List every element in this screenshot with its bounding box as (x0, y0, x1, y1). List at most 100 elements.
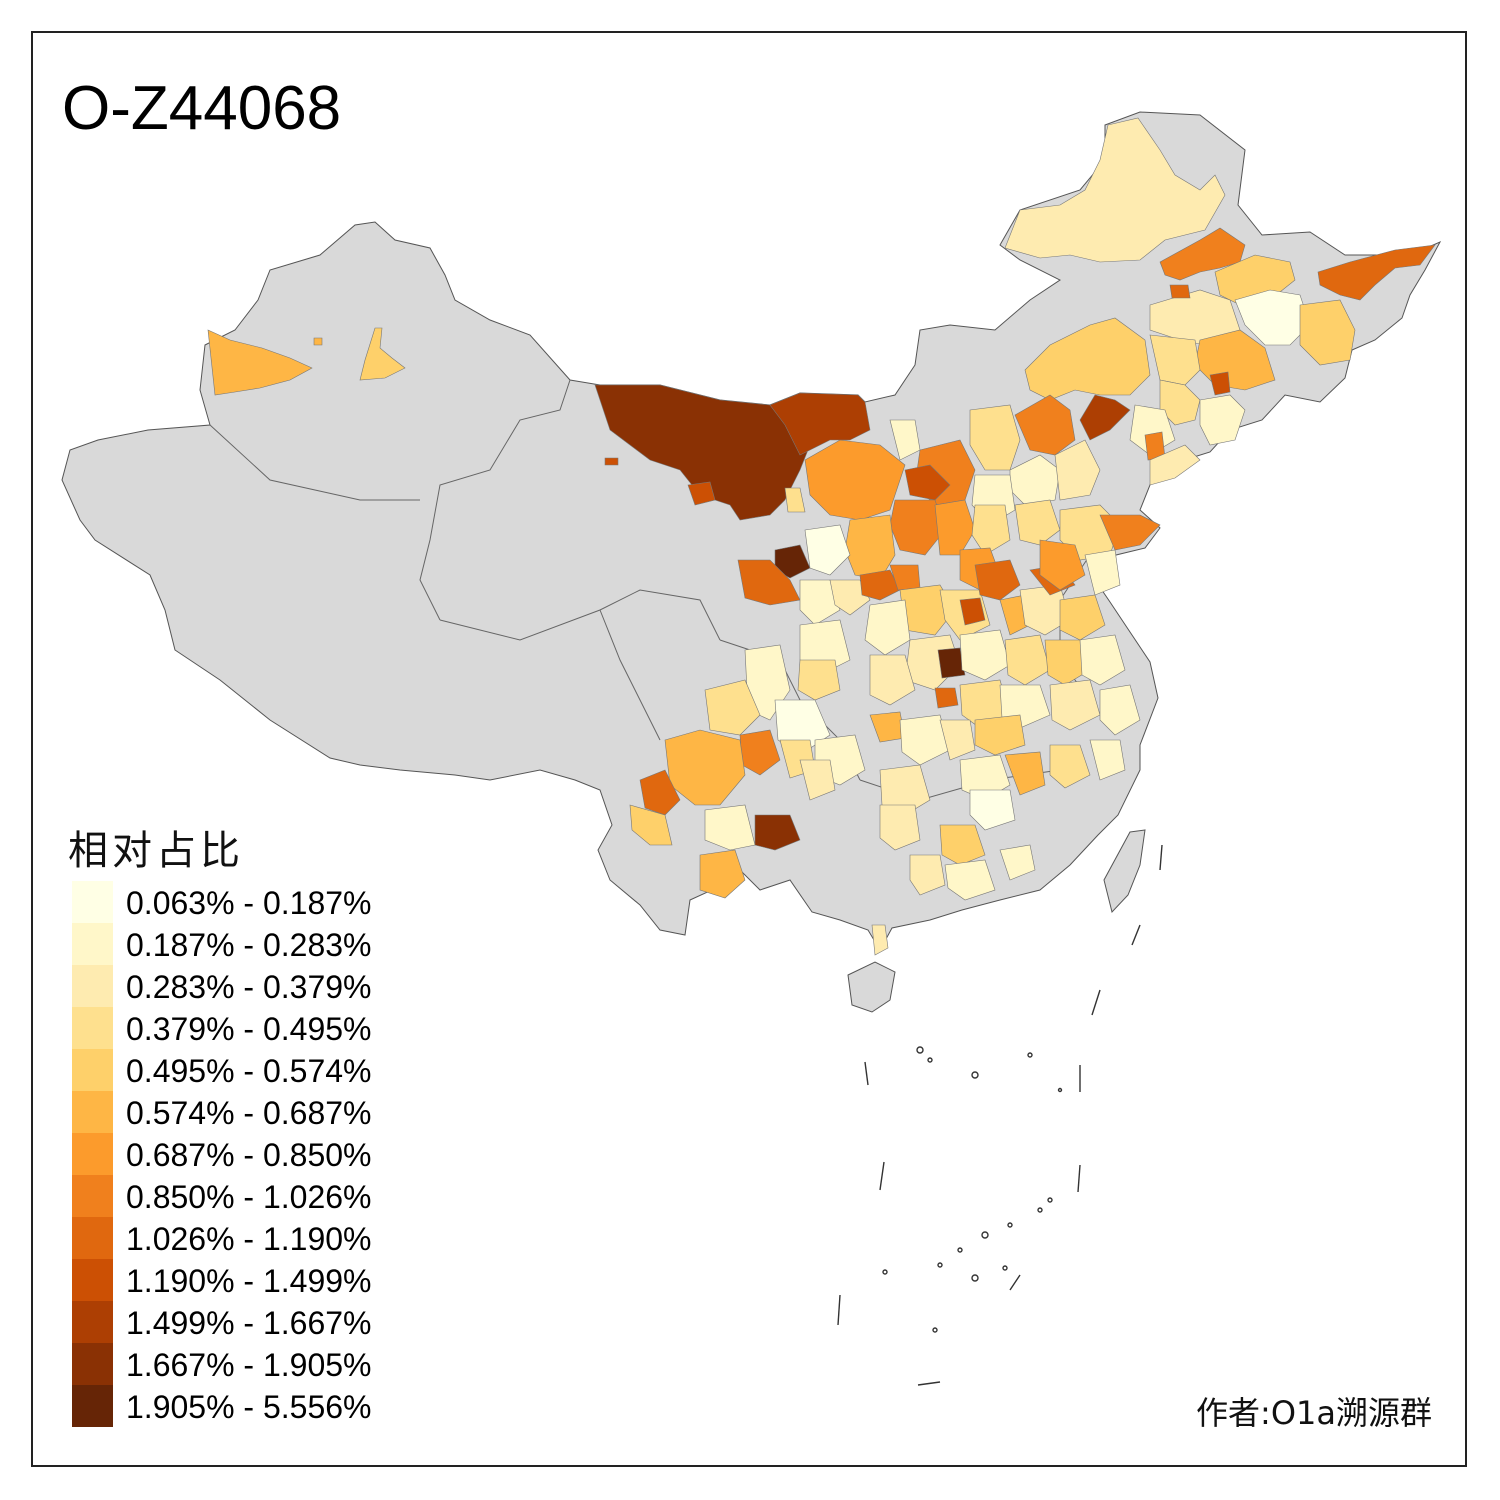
region (804, 524, 851, 576)
region (207, 329, 313, 396)
region (799, 759, 836, 801)
region (959, 629, 1011, 681)
region (971, 504, 1011, 556)
region (869, 654, 916, 706)
legend-label: 0.283% - 0.379% (126, 969, 372, 1005)
region (1084, 549, 1121, 596)
legend-swatch (72, 1217, 113, 1259)
region (999, 844, 1036, 881)
legend-label: 0.379% - 0.495% (126, 1011, 372, 1047)
region (1169, 284, 1191, 299)
region-taiwan (1103, 829, 1146, 914)
data-regions (207, 117, 1436, 956)
region (799, 579, 841, 626)
region (1004, 751, 1046, 796)
region (1049, 679, 1101, 731)
region (1079, 394, 1131, 441)
region (1099, 514, 1161, 551)
region (784, 487, 806, 513)
region (909, 854, 946, 896)
region (1149, 444, 1201, 486)
legend-swatch (72, 1343, 113, 1385)
region (1004, 634, 1051, 686)
region (974, 714, 1026, 756)
region (754, 814, 801, 851)
region (829, 579, 871, 616)
region (859, 569, 901, 601)
legend-swatch (72, 1301, 113, 1343)
legend-label: 1.499% - 1.667% (126, 1305, 372, 1341)
region (1014, 394, 1076, 456)
legend-label: 0.495% - 0.574% (126, 1053, 372, 1089)
region (969, 789, 1016, 831)
region (871, 924, 889, 956)
region (934, 499, 976, 556)
region (704, 679, 761, 736)
legend-label: 1.190% - 1.499% (126, 1263, 372, 1299)
legend-swatch (72, 1133, 113, 1175)
region (904, 464, 951, 501)
region (639, 769, 681, 816)
region (604, 457, 619, 466)
legend-swatch (72, 881, 113, 923)
legend-swatch (72, 1007, 113, 1049)
region (1004, 117, 1226, 263)
region (939, 719, 976, 761)
legend-swatch (72, 965, 113, 1007)
legend-label: 0.687% - 0.850% (126, 1137, 372, 1173)
region-hainan (847, 961, 896, 1013)
region (937, 647, 966, 679)
region (899, 714, 951, 766)
region (1159, 227, 1246, 281)
region (1059, 594, 1106, 641)
author-credit: 作者:O1a溯源群 (1196, 1394, 1432, 1432)
region (974, 559, 1021, 601)
region (944, 859, 996, 901)
region (879, 764, 931, 816)
region (864, 599, 911, 656)
region (1149, 334, 1201, 386)
region (1299, 299, 1356, 366)
region (879, 804, 921, 851)
region (699, 849, 746, 899)
region (797, 659, 841, 701)
region (769, 392, 871, 456)
map-frame (31, 31, 1467, 1467)
region (1317, 244, 1436, 301)
region (1044, 639, 1091, 686)
legend-title: 相对占比 (68, 828, 244, 874)
region (1089, 739, 1126, 781)
region (1049, 744, 1091, 789)
region (1039, 539, 1086, 591)
region (1079, 634, 1126, 686)
region (687, 481, 716, 506)
region (804, 439, 906, 521)
region (313, 337, 323, 346)
legend-swatch (72, 1385, 113, 1427)
legend-label: 0.187% - 0.283% (126, 927, 372, 963)
region (959, 597, 986, 626)
legend-label: 1.905% - 5.556% (126, 1389, 372, 1425)
legend-label: 0.574% - 0.687% (126, 1095, 372, 1131)
legend-swatch (72, 1091, 113, 1133)
legend-label: 0.850% - 1.026% (126, 1179, 372, 1215)
legend-label: 0.063% - 0.187% (126, 885, 372, 921)
region (1054, 439, 1101, 501)
region (1209, 371, 1231, 396)
region (359, 327, 406, 381)
legend-label: 1.667% - 1.905% (126, 1347, 372, 1383)
legend-label: 1.026% - 1.190% (126, 1221, 372, 1257)
region (704, 804, 756, 851)
region (1014, 499, 1061, 546)
legend-swatch (72, 1259, 113, 1301)
region (1199, 394, 1246, 446)
region (934, 687, 959, 709)
legend-swatch (72, 1049, 113, 1091)
legend-swatch (72, 1175, 113, 1217)
map-title: O-Z44068 (62, 74, 342, 143)
region (594, 384, 811, 521)
region (1099, 684, 1141, 736)
legend-swatch (72, 923, 113, 965)
south-china-sea-islands (837, 844, 1163, 1386)
